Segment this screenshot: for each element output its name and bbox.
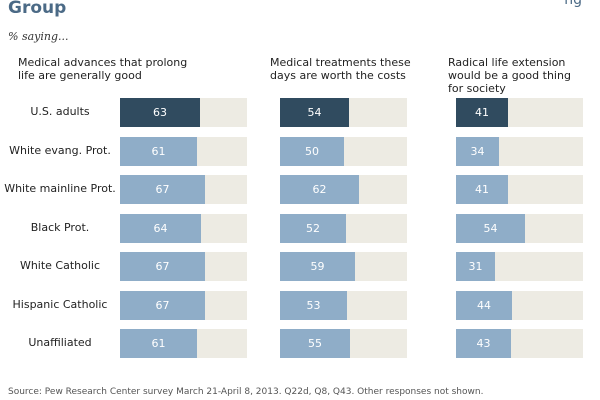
bar-value-label: 34 — [470, 144, 485, 158]
bar — [456, 175, 508, 204]
row-label: U.S. adults — [30, 105, 90, 118]
column-title-2: Medical treatments these days are worth … — [270, 56, 411, 82]
bar — [456, 290, 512, 320]
bar-value-label: 61 — [151, 337, 166, 350]
bar-value-label: 50 — [305, 144, 319, 158]
bar-value-label: 67 — [155, 183, 170, 196]
bar — [280, 290, 347, 320]
bar-value-label: 67 — [155, 298, 170, 312]
bar — [120, 136, 197, 166]
bar — [456, 213, 525, 243]
row-label: White mainline Prot. — [4, 182, 116, 195]
bar-value-label: 54 — [307, 106, 322, 119]
bar-value-label: 43 — [476, 337, 491, 350]
row-label: White evang. Prot. — [9, 143, 111, 157]
bar — [456, 136, 499, 166]
source-note: Source: Pew Research Center survey March… — [8, 387, 484, 397]
bar — [280, 175, 359, 204]
bar-value-label: 54 — [483, 221, 498, 235]
bar — [120, 290, 205, 320]
bar-value-label: 64 — [153, 221, 168, 235]
bar-value-label: 63 — [153, 106, 167, 119]
chart-title: Group — [8, 0, 67, 18]
bar — [456, 252, 495, 281]
bar-value-label: 61 — [151, 144, 166, 158]
column-title-1: Medical advances that prolong life are g… — [18, 56, 188, 82]
bar-value-label: 52 — [306, 221, 320, 235]
bar-value-label: 44 — [477, 298, 491, 312]
bar — [120, 329, 197, 358]
bar-value-label: 31 — [468, 260, 483, 273]
bar — [280, 329, 350, 358]
bar-value-label: 67 — [155, 260, 170, 273]
row-label: Hispanic Catholic — [12, 297, 108, 311]
bar — [280, 98, 349, 127]
bar — [280, 252, 355, 281]
bar — [456, 98, 508, 127]
bar — [280, 213, 346, 243]
bar-value-label: 41 — [475, 183, 489, 196]
row-label: Unaffiliated — [28, 336, 92, 349]
chart-subtitle: % saying... — [8, 30, 69, 43]
truncated-header-text: ng — [564, 0, 582, 8]
bar-value-label: 59 — [310, 260, 325, 273]
bar — [120, 98, 200, 127]
bar — [120, 213, 201, 243]
bar-value-label: 53 — [306, 298, 321, 312]
bar-value-label: 62 — [312, 183, 327, 196]
row-label: Black Prot. — [30, 220, 90, 234]
bar — [456, 329, 511, 358]
column-title-3: Radical life extension would be a good t… — [448, 56, 571, 95]
bar-value-label: 41 — [475, 106, 489, 119]
bar — [120, 252, 205, 281]
bar — [280, 136, 344, 166]
bar — [120, 175, 205, 204]
bar-value-label: 55 — [308, 337, 322, 350]
row-label: White Catholic — [19, 259, 101, 272]
